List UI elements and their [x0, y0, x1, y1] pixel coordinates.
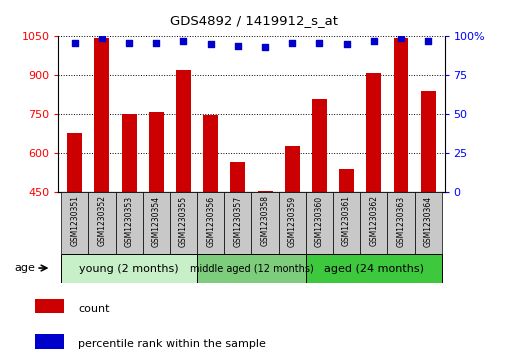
Bar: [61, 192, 88, 254]
Text: GSM1230356: GSM1230356: [206, 195, 215, 246]
Text: percentile rank within the sample: percentile rank within the sample: [78, 339, 266, 349]
Bar: [258, 191, 272, 192]
Bar: [94, 38, 109, 192]
Bar: [88, 192, 115, 254]
Text: GSM1230358: GSM1230358: [261, 195, 270, 246]
Point: [234, 43, 242, 49]
Bar: [35, 334, 64, 348]
Bar: [333, 192, 360, 254]
Bar: [143, 192, 170, 254]
Text: GDS4892 / 1419912_s_at: GDS4892 / 1419912_s_at: [170, 15, 338, 28]
Text: GSM1230354: GSM1230354: [152, 195, 161, 246]
Bar: [251, 192, 279, 254]
Bar: [279, 192, 306, 254]
Bar: [149, 112, 164, 192]
Bar: [366, 73, 382, 192]
Bar: [61, 254, 197, 283]
Bar: [176, 70, 191, 192]
Bar: [203, 115, 218, 192]
Point: [71, 40, 79, 45]
Bar: [231, 163, 245, 192]
Bar: [197, 192, 224, 254]
Bar: [197, 254, 306, 283]
Text: GSM1230364: GSM1230364: [424, 195, 433, 246]
Text: GSM1230359: GSM1230359: [288, 195, 297, 246]
Point: [207, 41, 215, 47]
Bar: [421, 91, 436, 192]
Point: [424, 38, 432, 44]
Bar: [35, 299, 64, 314]
Text: GSM1230363: GSM1230363: [397, 195, 405, 246]
Text: young (2 months): young (2 months): [79, 264, 179, 274]
Text: middle aged (12 months): middle aged (12 months): [189, 264, 313, 274]
Point: [342, 41, 351, 47]
Text: aged (24 months): aged (24 months): [324, 264, 424, 274]
Text: GSM1230353: GSM1230353: [124, 195, 134, 246]
Point: [315, 40, 324, 45]
Point: [125, 40, 133, 45]
Bar: [285, 146, 300, 192]
Text: age: age: [15, 263, 36, 273]
Bar: [67, 132, 82, 192]
Point: [179, 38, 187, 44]
Bar: [306, 254, 442, 283]
Bar: [121, 114, 137, 192]
Bar: [339, 169, 354, 192]
Bar: [360, 192, 388, 254]
Point: [152, 40, 161, 45]
Text: GSM1230352: GSM1230352: [98, 195, 106, 246]
Text: GSM1230361: GSM1230361: [342, 195, 351, 246]
Bar: [115, 192, 143, 254]
Bar: [306, 192, 333, 254]
Point: [397, 35, 405, 41]
Text: GSM1230357: GSM1230357: [233, 195, 242, 246]
Bar: [170, 192, 197, 254]
Bar: [312, 99, 327, 192]
Point: [288, 40, 296, 45]
Point: [261, 44, 269, 50]
Point: [98, 35, 106, 41]
Text: GSM1230355: GSM1230355: [179, 195, 188, 246]
Text: GSM1230362: GSM1230362: [369, 195, 378, 246]
Bar: [394, 38, 408, 192]
Text: count: count: [78, 304, 110, 314]
Point: [370, 38, 378, 44]
Bar: [388, 192, 415, 254]
Bar: [224, 192, 251, 254]
Text: GSM1230360: GSM1230360: [315, 195, 324, 246]
Bar: [415, 192, 442, 254]
Text: GSM1230351: GSM1230351: [70, 195, 79, 246]
